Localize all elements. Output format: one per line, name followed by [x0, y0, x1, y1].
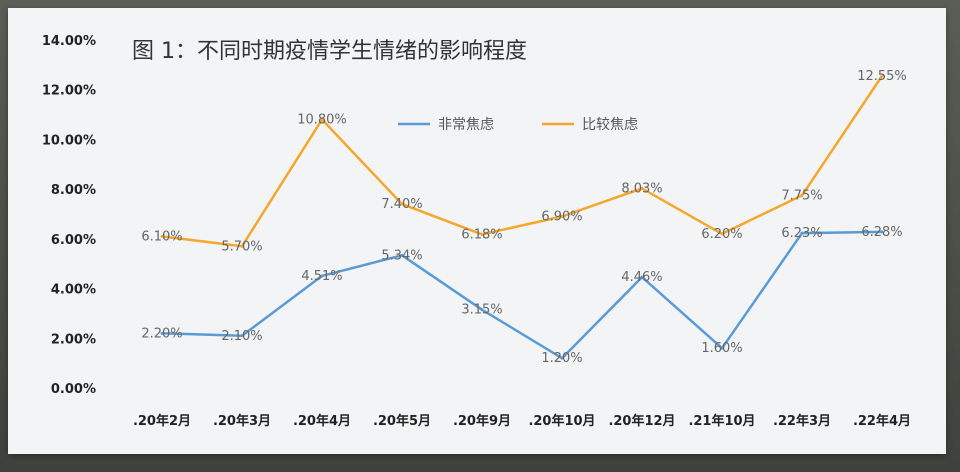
x-tick-label: .22年4月	[853, 413, 911, 429]
data-point	[400, 253, 404, 257]
y-tick-label: 10.00%	[42, 133, 96, 148]
series-lines	[160, 74, 884, 360]
data-label: 6.23%	[781, 226, 822, 241]
data-label: 1.20%	[541, 351, 582, 366]
chart-title: 图 1：不同时期疫情学生情绪的影响程度	[132, 39, 527, 64]
legend-label: 非常焦虑	[438, 117, 494, 133]
data-label: 10.80%	[297, 113, 347, 128]
data-point	[880, 74, 884, 78]
data-point	[160, 234, 164, 238]
data-point	[320, 274, 324, 278]
data-point	[560, 356, 564, 360]
data-point	[720, 346, 724, 350]
data-point	[480, 232, 484, 236]
data-label: 4.51%	[301, 269, 342, 284]
data-label: 7.75%	[781, 188, 822, 203]
data-point	[400, 202, 404, 206]
y-tick-label: 12.00%	[42, 84, 96, 99]
x-tick-label: .20年2月	[133, 413, 191, 429]
series-line	[161, 75, 884, 248]
x-tick-label: .20年9月	[453, 413, 511, 429]
data-label: 8.03%	[621, 181, 662, 196]
data-label: 6.28%	[861, 225, 902, 240]
y-tick-label: 0.00%	[51, 382, 96, 397]
x-tick-label: .20年10月	[528, 413, 595, 429]
data-label: 2.10%	[221, 329, 262, 344]
data-point	[480, 308, 484, 312]
data-point	[720, 232, 724, 236]
chart-card	[8, 8, 946, 454]
data-label: 6.20%	[701, 227, 742, 242]
x-tick-label: .20年5月	[373, 413, 431, 429]
data-point	[640, 186, 644, 190]
y-tick-label: 4.00%	[51, 283, 96, 298]
data-label: 2.20%	[141, 326, 182, 341]
y-tick-label: 8.00%	[51, 183, 96, 198]
data-label: 6.90%	[541, 209, 582, 224]
x-tick-label: .22年3月	[773, 413, 831, 429]
x-tick-label: .20年3月	[213, 413, 271, 429]
y-tick-label: 2.00%	[51, 332, 96, 347]
data-point	[240, 334, 244, 338]
data-point	[160, 331, 164, 335]
data-point	[800, 231, 804, 235]
x-axis: .20年2月 .20年3月 .20年4月 .20年5月 .20年9月 .20年10月 .20…	[133, 413, 911, 429]
x-tick-label: .21年10月	[688, 413, 755, 429]
x-tick-label: .20年12月	[608, 413, 675, 429]
data-label: 7.40%	[381, 197, 422, 212]
data-label: 5.34%	[381, 248, 422, 263]
data-point	[320, 118, 324, 122]
data-point	[880, 230, 884, 234]
data-label: 6.10%	[141, 229, 182, 244]
data-point	[640, 275, 644, 279]
data-label: 12.55%	[857, 69, 907, 84]
data-label: 1.60%	[701, 341, 742, 356]
y-axis: 0.00% 2.00% 4.00% 6.00% 8.00% 10.00% 12.00% 14.…	[42, 34, 96, 397]
series-line	[161, 230, 883, 360]
legend: 非常焦虑 比较焦虑	[398, 117, 638, 133]
x-tick-label: .20年4月	[293, 413, 351, 429]
data-label: 6.18%	[461, 227, 502, 242]
data-point	[560, 214, 564, 218]
data-point	[240, 244, 244, 248]
legend-label: 比较焦虑	[582, 117, 638, 133]
y-tick-label: 14.00%	[42, 34, 96, 49]
data-label: 3.15%	[461, 303, 502, 318]
data-labels: 2.20% 2.10% 4.51% 5.34% 3.15% 1.20% 4.46% 1.60%…	[141, 69, 906, 366]
y-tick-label: 6.00%	[51, 233, 96, 248]
data-point	[800, 193, 804, 197]
data-label: 5.70%	[221, 239, 262, 254]
data-label: 4.46%	[621, 270, 662, 285]
